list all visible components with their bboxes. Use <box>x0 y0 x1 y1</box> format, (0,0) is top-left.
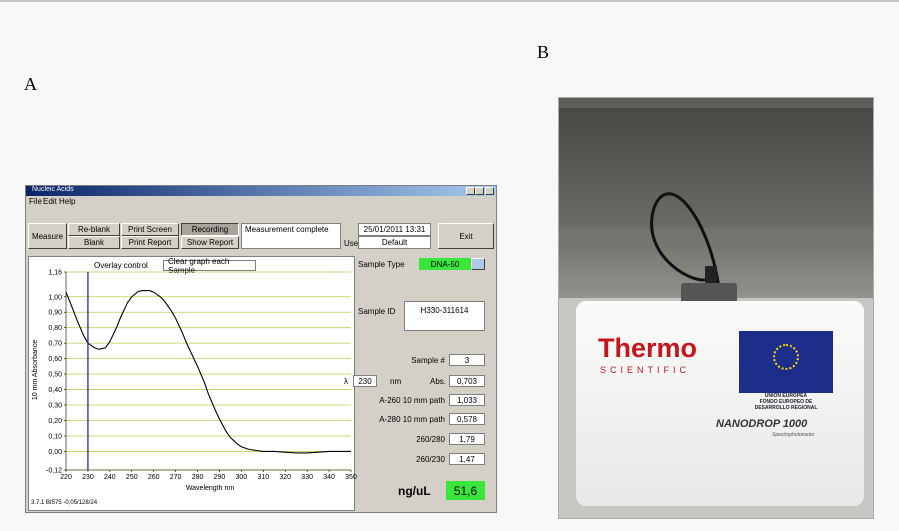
x-tick-label: 290 <box>214 474 226 481</box>
y-tick-label: 0,50 <box>48 372 62 379</box>
x-tick-label: 280 <box>192 474 204 481</box>
abs-field: 0,703 <box>449 375 485 387</box>
a280-field: 0,578 <box>449 413 485 425</box>
panel-label: B <box>537 42 550 62</box>
overlay-dropdown[interactable]: Clear graph each Sample <box>163 257 256 275</box>
x-tick-label: 220 <box>60 474 72 481</box>
eu-text: FONDO EUROPEO DE <box>759 399 813 405</box>
ratio-field: 1,79 <box>449 433 485 445</box>
brand-sub: SCIENTIFIC <box>600 365 691 375</box>
menu-item[interactable]: File <box>29 197 42 206</box>
print-screen-button[interactable]: Print Screen <box>121 223 179 236</box>
dropdown-arrow[interactable] <box>471 258 485 270</box>
y-tick-label: 0,90 <box>48 310 62 317</box>
x-tick-label: 230 <box>82 474 94 481</box>
x-tick-label: 240 <box>104 474 116 481</box>
user-field: Default <box>358 236 431 249</box>
title-bar: Nucleic Acids <box>26 186 496 196</box>
cable <box>650 192 737 303</box>
recording-button[interactable]: Recording <box>181 223 239 236</box>
model-sub: Spectrophotometer <box>772 432 815 438</box>
x-axis-label: Wavelength nm <box>186 485 235 492</box>
x-tick-label: 260 <box>148 474 160 481</box>
datetime-field: 25/01/2011 13:31 <box>358 223 431 236</box>
concentration-label: ng/uL <box>398 484 431 498</box>
menu-item[interactable]: Help <box>59 197 76 206</box>
eu-stars <box>773 344 799 370</box>
photo: Thermo SCIENTIFIC UNIÓN EUROPEA FONDO EU… <box>558 97 874 519</box>
print-report-button[interactable]: Print Report <box>121 236 179 249</box>
version-text: 3.7.1 BI575 -0,05/128/24 <box>31 500 98 506</box>
y-tick-label: -0,12 <box>46 468 62 475</box>
y-tick-label: 0,40 <box>48 387 62 394</box>
close-button[interactable] <box>485 187 494 195</box>
y-tick-label: 0,10 <box>48 433 62 440</box>
nm-label: nm <box>390 377 402 386</box>
y-tick-label: 0,20 <box>48 418 62 425</box>
plot-panel <box>28 256 355 511</box>
exit-button[interactable]: Exit <box>438 223 494 249</box>
sample-type-label: Sample Type <box>358 260 405 269</box>
a280-label: A-280 10 mm path <box>379 415 445 424</box>
y-tick-label: 0,00 <box>48 449 62 456</box>
absorbance-line <box>65 290 351 454</box>
brand: Thermo <box>598 333 698 363</box>
sample-id-field[interactable]: H330-311614 <box>404 301 485 331</box>
overlay-label: Overlay control <box>94 261 148 270</box>
x-tick-label: 250 <box>126 474 138 481</box>
y-tick-label: 0,70 <box>48 341 62 348</box>
device-body: Thermo SCIENTIFIC UNIÓN EUROPEA FONDO EU… <box>576 301 864 506</box>
y-tick-label: 0,60 <box>48 356 62 363</box>
a260-field: 1,033 <box>449 394 485 406</box>
x-tick-label: 350 <box>345 474 357 481</box>
y-tick-label: 1,16 <box>48 270 62 277</box>
x-tick-label: 270 <box>170 474 182 481</box>
window-frame <box>559 108 873 228</box>
x-tick-label: 330 <box>301 474 313 481</box>
x-tick-label: 320 <box>279 474 291 481</box>
eu-text: UNIÓN EUROPEA <box>764 393 808 399</box>
lambda-label: λ <box>344 377 348 386</box>
top-border <box>0 0 899 2</box>
x-tick-label: 340 <box>323 474 335 481</box>
wavelength-field[interactable]: 230 <box>353 375 377 387</box>
a260-label: A-260 10 mm path <box>379 396 445 405</box>
sample-no-label: Sample # <box>411 356 445 365</box>
blank-button[interactable]: Blank <box>68 236 120 249</box>
y-axis-label: 10 mm Absorbance <box>32 340 39 400</box>
minimize-button[interactable] <box>466 187 475 195</box>
app-window: Nucleic Acids File Edit Help Measure Re-… <box>25 185 497 513</box>
panel-label: A <box>24 74 37 94</box>
ratio-label: 260/230 <box>416 455 445 464</box>
sample-id-label: Sample ID <box>358 307 396 316</box>
y-tick-label: 0,30 <box>48 403 62 410</box>
show-report-button[interactable]: Show Report <box>181 236 239 249</box>
x-tick-label: 310 <box>257 474 269 481</box>
ratio-field: 1,47 <box>449 453 485 465</box>
status-field: Measurement complete <box>241 223 341 249</box>
eu-text: DESARROLLO REGIONAL <box>754 405 818 411</box>
y-tick-label: 0,80 <box>48 325 62 332</box>
abs-label: Abs. <box>430 377 447 386</box>
user-label: User <box>344 239 361 248</box>
maximize-button[interactable] <box>475 187 484 195</box>
x-tick-label: 300 <box>236 474 248 481</box>
y-tick-label: 1,00 <box>48 294 62 301</box>
reblank-button[interactable]: Re-blank <box>68 223 120 236</box>
sample-no-field: 3 <box>449 354 485 366</box>
sample-type-field[interactable]: DNA-50 <box>419 258 471 270</box>
window-title: Nucleic Acids <box>32 186 74 193</box>
ratio-label: 260/280 <box>416 435 445 444</box>
eu-flag <box>739 331 833 393</box>
concentration-field: 51,6 <box>446 481 485 500</box>
model: NANODROP 1000 <box>716 418 808 430</box>
measure-button[interactable]: Measure <box>28 223 67 249</box>
menu-item[interactable]: Edit <box>43 197 57 206</box>
